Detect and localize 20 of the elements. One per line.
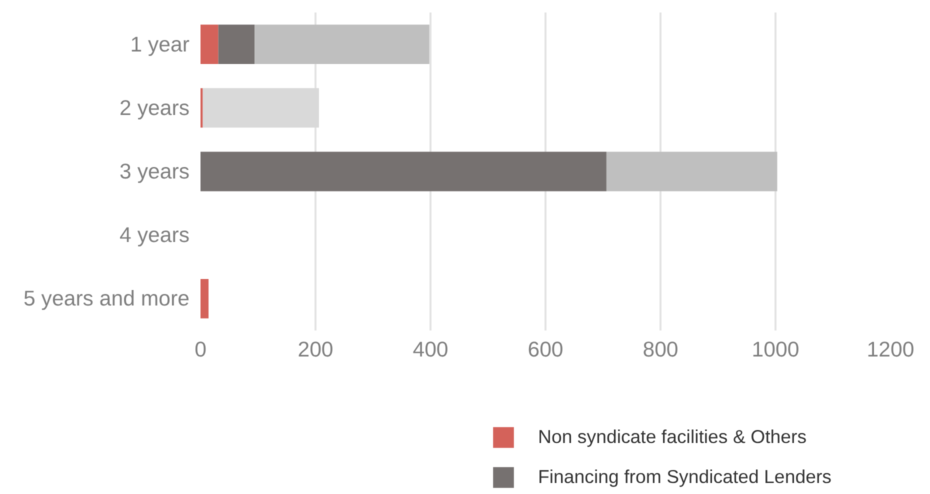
- legend-label: Non syndicate facilities & Others: [538, 426, 807, 448]
- x-tick-label: 1000: [752, 338, 800, 362]
- bar: [200, 152, 606, 192]
- y-tick-label: 3 years: [120, 160, 190, 184]
- x-tick-label: 0: [194, 338, 207, 362]
- x-tick-label: 800: [642, 338, 678, 362]
- x-tick-label: 600: [528, 338, 564, 362]
- y-tick-label: 1 year: [130, 32, 190, 56]
- bar: [606, 152, 778, 192]
- legend-label: Financing from Syndicated Lenders: [538, 466, 832, 488]
- y-tick-label: 2 years: [120, 96, 190, 120]
- y-tick-label: 5 years and more: [24, 286, 190, 311]
- bar: [218, 24, 255, 64]
- y-tick-label: 4 years: [120, 223, 190, 248]
- bar: [254, 24, 430, 64]
- x-tick-label: 400: [412, 338, 448, 362]
- x-tick-label: 1200: [866, 338, 914, 362]
- bar: [200, 278, 209, 318]
- bar: [200, 24, 218, 64]
- x-tick-label: 200: [298, 338, 334, 362]
